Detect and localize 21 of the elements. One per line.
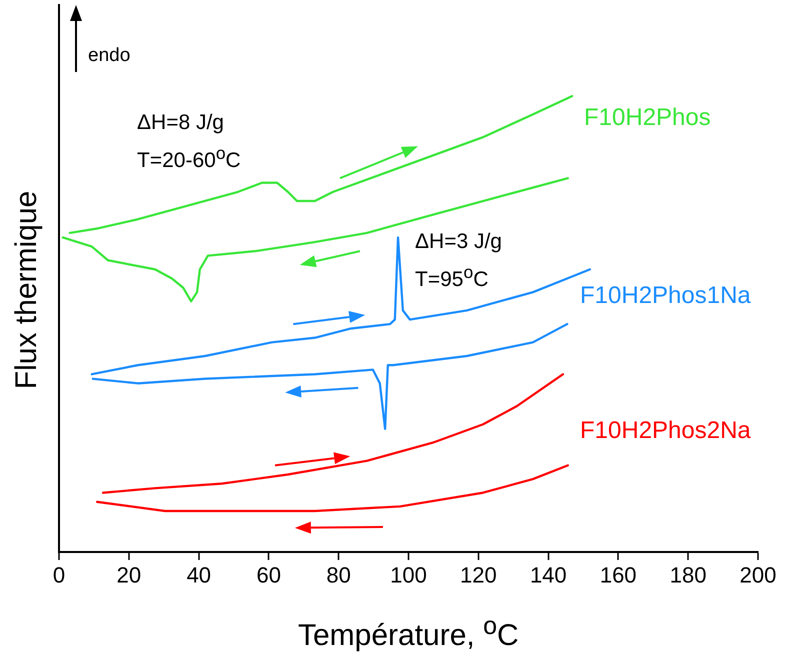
x-tick-label: 0: [52, 562, 66, 588]
x-tick-label: 60: [256, 562, 281, 588]
annotation: ΔH=8 J/g: [137, 111, 224, 134]
y-axis-title: Flux thermique: [10, 190, 44, 390]
x-tick-label: 140: [530, 562, 567, 588]
x-axis-title: Température, $^{o}$C: [298, 612, 519, 652]
x-tick-label: 160: [600, 562, 637, 588]
annotation: T=20-60$^{o}$C: [137, 143, 241, 172]
text: endo: [88, 45, 130, 66]
series-label: F10H2Phos2Na: [580, 417, 751, 444]
x-tick-label: 200: [740, 562, 776, 588]
series-label: F10H2Phos: [584, 104, 711, 131]
x-tick-label: 120: [460, 562, 497, 588]
x-tick-label: 20: [116, 562, 142, 588]
x-tick-label: 40: [186, 562, 212, 588]
series-label: F10H2Phos1Na: [580, 282, 751, 309]
annotation: T=95$^{o}$C: [415, 262, 488, 291]
annotation: ΔH=3 J/g: [415, 230, 502, 253]
x-tick-label: 80: [326, 562, 351, 588]
x-tick-label: 180: [670, 562, 706, 588]
x-tick-label: 100: [390, 562, 427, 588]
